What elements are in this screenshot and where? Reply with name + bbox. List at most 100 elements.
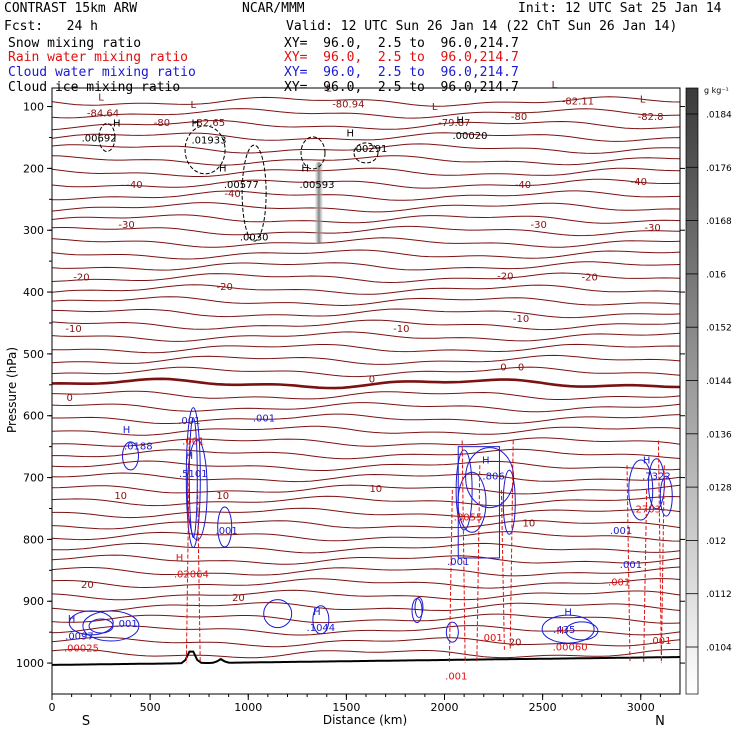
cloud-water-contour: [411, 598, 423, 624]
x-tick-label: 500: [140, 701, 161, 714]
temperature-label: -80.94: [332, 99, 364, 110]
rain-extremum-label: .02064: [174, 569, 209, 580]
isotherm: [52, 472, 680, 483]
rain-extremum-label: .001: [608, 577, 630, 588]
isotherm: [52, 225, 680, 237]
axis-left-endpoint: S: [82, 714, 90, 729]
colorbar-tick-label: .016: [706, 270, 726, 280]
cloud-water-contour: [414, 596, 424, 618]
isotherm: [52, 390, 680, 400]
high-marker: H: [186, 451, 194, 462]
terrain-line: [52, 650, 680, 666]
isotherm: [52, 249, 680, 260]
ice-extremum-label: .00577: [224, 180, 259, 191]
x-tick-label: 0: [49, 701, 56, 714]
isotherm: [52, 354, 680, 365]
colorbar-ramp: [685, 87, 699, 695]
isotherm: [52, 108, 680, 119]
cloud-water-extremum-label: .435: [553, 625, 575, 636]
temperature-label: -30: [531, 220, 547, 231]
temperature-label: 0: [66, 393, 72, 404]
snow-shading: [314, 162, 323, 243]
cloud-water-contour: [565, 621, 599, 641]
rain-extremum-label: .001: [480, 633, 502, 644]
cloud-water-extremum-label: .001: [253, 414, 275, 425]
contour-labels: -84.64 -80 -82.65 -80.94 -79.87 -80 -82.11 -82.…: [64, 80, 672, 682]
field-xy-rain: XY= 96.0, 2.5 to 96.0,214.7: [284, 50, 519, 65]
isotherm: [52, 636, 680, 648]
isotherm: [52, 531, 680, 542]
cloud-water-contour: [88, 618, 114, 634]
isotherm: [52, 132, 680, 142]
temperature-label: -40: [631, 177, 647, 188]
ice-extremum-label: .00593: [299, 180, 334, 191]
x-tick-label: 3000: [627, 701, 655, 714]
colorbar-tick-label: .0152: [706, 324, 732, 334]
field-xy-cloud-water: XY= 96.0, 2.5 to 96.0,214.7: [284, 65, 519, 80]
isotherm: [52, 272, 680, 284]
temperature-label: -10: [65, 324, 81, 335]
y-tick-label: 900: [23, 595, 44, 608]
high-marker: H: [113, 119, 121, 130]
cloud-water-contour: [186, 439, 208, 541]
y-tick-label: 400: [23, 286, 44, 299]
isotherm: [52, 296, 680, 307]
cloud-water-contour: [465, 447, 515, 509]
rain-extremum-label: .001: [649, 636, 671, 647]
isotherm: [52, 155, 680, 166]
ice-extremum-label: .01933: [192, 135, 227, 146]
cloud-water-extremum-label: .0188: [124, 441, 153, 452]
isotherm: [52, 331, 680, 342]
isotherm: [52, 202, 680, 213]
cloud-water-contour: [185, 407, 201, 549]
cloud-ice-contour: [300, 136, 326, 170]
cloud-water-contour: [628, 459, 654, 521]
temperature-label: -10: [393, 324, 409, 335]
cloud-water-contour: [455, 449, 473, 531]
cloud-water-contour: [445, 621, 459, 643]
y-tick-label: 500: [23, 348, 44, 361]
temperature-label: 20: [232, 593, 245, 604]
center-title: NCAR/MMM: [242, 1, 305, 16]
colorbar-tick-label: .0104: [706, 644, 732, 654]
isotherm: [52, 96, 680, 107]
colorbar-unit: g kg⁻¹: [704, 86, 729, 95]
temperature-label: 10: [369, 484, 382, 495]
temperature-label: 20: [509, 637, 522, 648]
isotherm: [52, 261, 680, 271]
high-marker: H: [313, 607, 321, 618]
rain-contour: [643, 489, 648, 664]
cloud-water-extremum-label: .001: [178, 416, 200, 427]
isotherm: [52, 308, 680, 319]
temperature-label: -79.87: [438, 118, 470, 129]
temperature-label: -20: [73, 273, 89, 284]
isotherm: [52, 519, 680, 530]
high-marker: H: [564, 608, 572, 619]
y-tick-label: 600: [23, 410, 44, 423]
rain-contour: [476, 465, 481, 664]
field-label-snow: Snow mixing ratio: [8, 36, 142, 51]
y-tick-label: 200: [23, 162, 44, 175]
temperature-contours: [52, 96, 680, 666]
cloud-water-extremum-label: .001: [447, 557, 469, 568]
isotherm: [52, 589, 680, 601]
low-marker: L: [326, 83, 332, 94]
isotherm: [52, 178, 680, 189]
low-marker: L: [98, 93, 104, 104]
rain-contour: [500, 489, 505, 651]
cloud-water-extremum-label: .7322: [642, 472, 671, 483]
high-marker: H: [482, 456, 490, 467]
x-axis-title: Distance (km): [323, 713, 407, 727]
y-tick-label: 1000: [16, 657, 44, 670]
temperature-label: -84.64: [87, 109, 119, 120]
temperature-label: -80: [154, 118, 170, 129]
cloud-water-extremum-label: .0097: [65, 631, 94, 642]
isotherm: [52, 319, 680, 331]
high-marker: H: [301, 164, 309, 175]
low-marker: L: [640, 94, 646, 105]
cloud-water-extremum-label: .001: [610, 526, 632, 537]
temperature-label: 10: [114, 491, 127, 502]
ice-extremum-label: .00020: [453, 131, 488, 142]
